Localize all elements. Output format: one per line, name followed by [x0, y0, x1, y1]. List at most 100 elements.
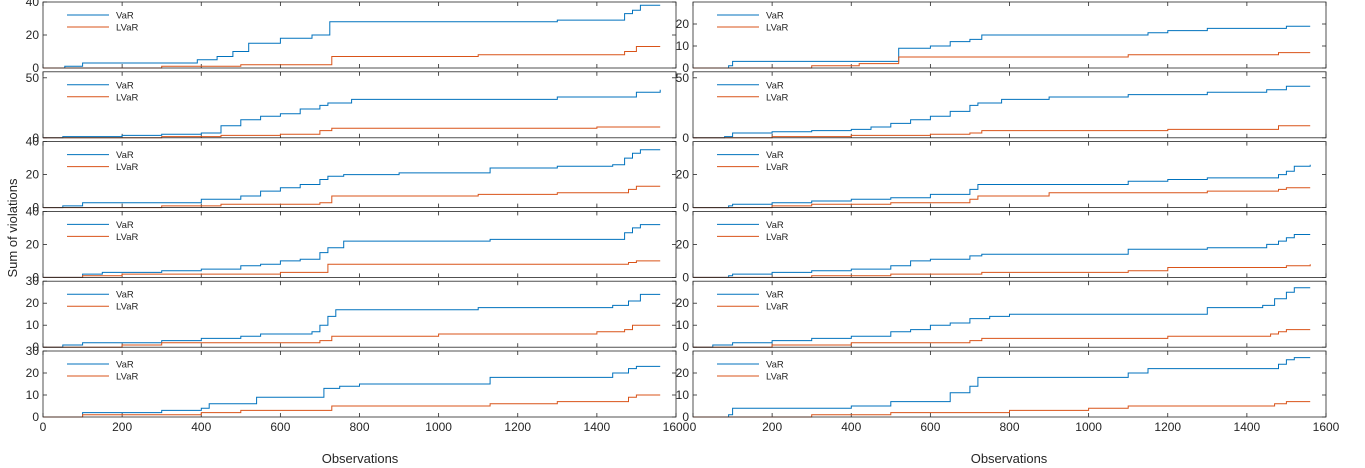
y-tick-label: 50 — [26, 71, 40, 85]
series-line-var — [43, 89, 661, 139]
x-axis-title-left: Observations — [322, 451, 399, 466]
x-tick-label: 400 — [841, 420, 861, 434]
series-line-lvar — [43, 185, 661, 209]
x-tick-label: 1000 — [1075, 420, 1102, 434]
y-tick-label: 0 — [682, 61, 689, 75]
y-tick-label: 0 — [682, 410, 689, 424]
y-tick-label: 30 — [26, 274, 40, 288]
series-line-var — [693, 85, 1311, 139]
y-tick-label: 0 — [32, 61, 39, 75]
series-line-var — [693, 164, 1311, 209]
series-line-var — [43, 224, 661, 278]
x-tick-label: 1600 — [1313, 420, 1340, 434]
plot-area — [693, 351, 1326, 417]
series-line-lvar — [693, 264, 1311, 278]
plot-area — [43, 211, 676, 278]
x-tick-label: 200 — [112, 420, 132, 434]
plot-frame — [42, 71, 677, 139]
legend-label-lvar: LVaR — [116, 302, 138, 313]
y-tick-label: 40 — [26, 0, 40, 9]
series-line-lvar — [43, 324, 661, 348]
y-tick-label: 10 — [676, 39, 690, 53]
y-tick-label: 20 — [26, 237, 40, 251]
x-tick-label: 400 — [191, 420, 211, 434]
y-tick-label: 20 — [676, 168, 690, 182]
legend-label-lvar: LVaR — [766, 92, 788, 103]
plot-area — [693, 211, 1326, 278]
series-line-var — [693, 234, 1311, 278]
series-line-lvar — [43, 126, 661, 139]
x-tick-label: 600 — [920, 420, 940, 434]
series-line-lvar — [43, 260, 661, 278]
x-tick-label: 800 — [999, 420, 1019, 434]
subplot-5-1: 0 200 400 600 800 1000 1200 1400 1600 0 10 20 VaRLVa… — [676, 350, 1340, 434]
series-line-var — [43, 293, 661, 348]
series-line-lvar — [43, 46, 661, 69]
legend-label-lvar: LVaR — [116, 92, 138, 103]
legend-label-var: VaR — [116, 150, 134, 161]
legend-label-var: VaR — [766, 150, 784, 161]
plot-frame — [692, 1, 1327, 69]
legend-label-lvar: LVaR — [766, 23, 788, 34]
legend-label-var: VaR — [766, 220, 784, 231]
y-tick-label: 10 — [676, 318, 690, 332]
y-tick-label: 0 — [682, 201, 689, 215]
legend-label-var: VaR — [116, 360, 134, 371]
legend-label-lvar: LVaR — [116, 162, 138, 173]
y-tick-label: 20 — [676, 296, 690, 310]
x-tick-label: 1200 — [1154, 420, 1181, 434]
x-tick-label: 0 — [40, 420, 47, 434]
series-line-lvar — [693, 52, 1311, 69]
y-tick-label: 20 — [26, 168, 40, 182]
y-tick-label: 20 — [676, 366, 690, 380]
y-tick-label: 0 — [32, 340, 39, 354]
plot-area — [43, 281, 676, 348]
plot-area — [693, 141, 1326, 208]
series-line-var — [43, 365, 661, 418]
plot-area — [693, 71, 1326, 138]
y-tick-label: 20 — [26, 296, 40, 310]
x-tick-label: 800 — [349, 420, 369, 434]
series-line-var — [43, 4, 661, 69]
y-tick-label: 20 — [26, 366, 40, 380]
x-tick-label: 1400 — [1234, 420, 1261, 434]
y-axis-title: Sum of violations — [5, 178, 20, 277]
series-line-lvar — [693, 187, 1311, 209]
y-tick-label: 40 — [26, 135, 40, 149]
x-tick-label: 1200 — [504, 420, 531, 434]
legend-label-lvar: LVaR — [766, 302, 788, 313]
plot-frame — [42, 1, 677, 69]
y-tick-label: 30 — [26, 344, 40, 358]
legend-label-var: VaR — [766, 80, 784, 91]
y-tick-label: 10 — [26, 318, 40, 332]
legend-label-var: VaR — [766, 360, 784, 371]
subplot-5-0: 0 200 400 600 800 1000 1200 1400 16000102030VaRL… — [26, 344, 690, 434]
y-tick-label: 0 — [682, 131, 689, 145]
y-tick-label: 20 — [676, 17, 690, 31]
series-line-lvar — [43, 394, 661, 418]
plot-frame — [42, 350, 677, 418]
plot-area — [43, 2, 676, 68]
y-tick-label: 0 — [32, 410, 39, 424]
series-line-lvar — [693, 125, 1311, 139]
legend-label-var: VaR — [766, 11, 784, 22]
y-tick-label: 20 — [26, 28, 40, 42]
legend-label-var: VaR — [766, 290, 784, 301]
y-tick-label: 0 — [682, 270, 689, 284]
y-tick-label: 20 — [676, 237, 690, 251]
legend-label-lvar: LVaR — [116, 232, 138, 243]
series-line-lvar — [693, 401, 1311, 418]
series-line-lvar — [693, 329, 1311, 348]
y-tick-label: 0 — [32, 201, 39, 215]
legend-label-lvar: LVaR — [116, 23, 138, 34]
subplot-grid: 02040VaRLVaR01020VaRLVaR050VaRLVaR050VaR… — [26, 0, 1340, 434]
plot-frame — [692, 210, 1327, 278]
x-tick-label: 0 — [690, 420, 697, 434]
plot-frame — [692, 71, 1327, 139]
